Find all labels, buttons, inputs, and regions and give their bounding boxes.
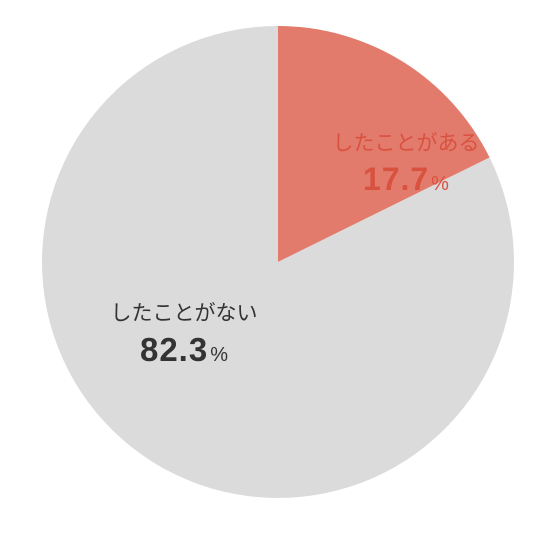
slice-value: 17.7 (363, 161, 429, 197)
slice-value: 82.3 (140, 331, 208, 368)
slice-label-text: したことがない (74, 300, 294, 328)
slice-label: したことがある17.7% (296, 130, 516, 202)
pie-chart: したことがある17.7%したことがない82.3% (0, 0, 554, 554)
slice-label: したことがない82.3% (74, 300, 294, 373)
slice-label-value-line: 82.3% (74, 328, 294, 373)
pie-svg (0, 0, 554, 554)
percent-suffix: % (210, 344, 228, 366)
percent-suffix: % (431, 173, 449, 195)
slice-label-text: したことがある (296, 130, 516, 158)
slice-label-value-line: 17.7% (296, 158, 516, 201)
